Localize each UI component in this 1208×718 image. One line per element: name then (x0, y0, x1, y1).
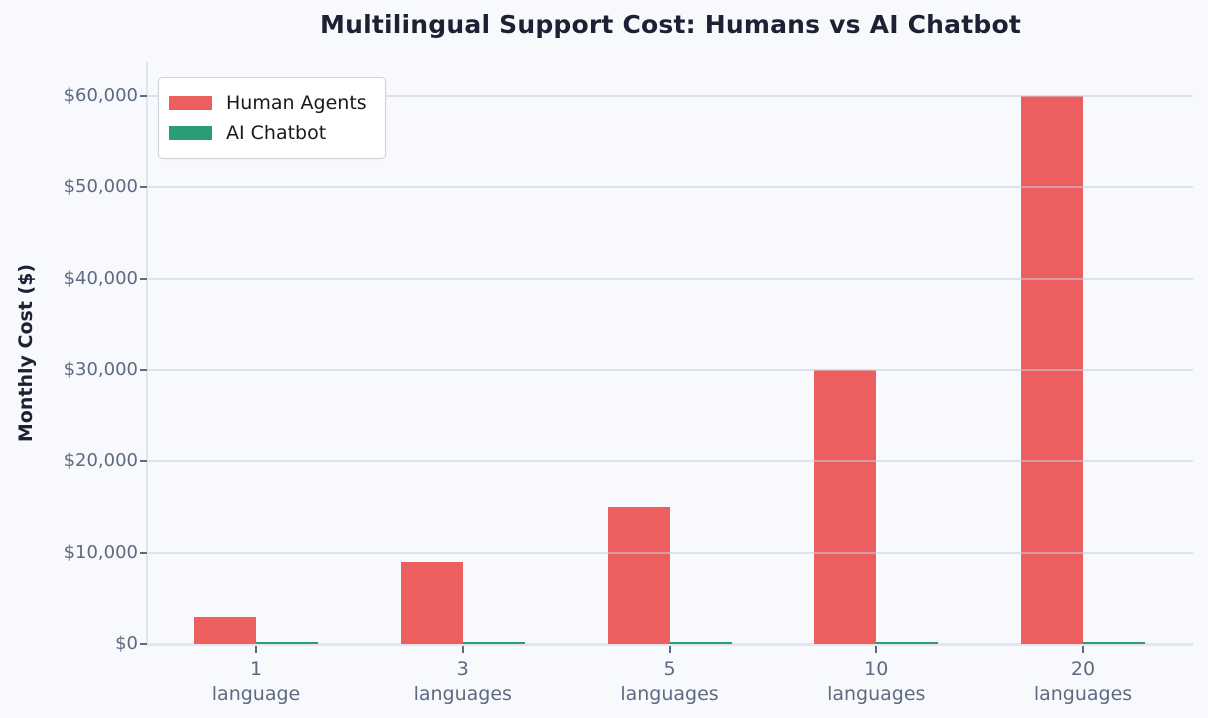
legend-label-human-agents: Human Agents (226, 92, 367, 114)
x-tick-label-line: 5 (663, 658, 676, 680)
x-tick-label-line: languages (827, 683, 926, 705)
gridline (148, 551, 1193, 554)
x-tick-label-line: 10 (864, 658, 889, 680)
y-tick-label: $40,000 (63, 267, 138, 289)
bar-human-agents (814, 370, 876, 644)
gridline (148, 368, 1193, 371)
x-tick-label: 20 languages (983, 657, 1183, 707)
y-tick-label: $60,000 (63, 84, 138, 106)
bar-human-agents (194, 617, 256, 644)
x-tick-label-line: languages (1033, 683, 1133, 705)
y-tick-mark (140, 186, 147, 189)
bar-ai-chatbot (670, 642, 732, 644)
y-tick-mark (140, 94, 147, 97)
bar-human-agents (401, 562, 463, 644)
x-axis-line (148, 643, 1193, 646)
x-tick-label-line: languages (620, 683, 719, 705)
legend-swatch-ai-chatbot (169, 126, 212, 140)
gridline (148, 460, 1193, 463)
x-tick-label-line: 1 (249, 658, 263, 680)
x-tick-label-line: 3 (456, 658, 469, 680)
bar-ai-chatbot (463, 642, 525, 644)
legend-item-human-agents: Human Agents (169, 88, 367, 118)
y-tick-mark (140, 551, 147, 554)
y-axis-line (146, 62, 148, 646)
x-tick-label-line: 20 (1070, 658, 1096, 680)
x-tick-label: 10 languages (776, 657, 976, 707)
bar-ai-chatbot (876, 642, 938, 644)
x-tick-label: 5 languages (570, 657, 770, 707)
y-tick-label: $20,000 (63, 450, 138, 472)
legend-item-ai-chatbot: AI Chatbot (169, 118, 367, 148)
y-tick-label: $30,000 (63, 358, 138, 380)
bar-human-agents (608, 507, 670, 644)
y-tick-label: $0 (115, 633, 138, 654)
x-tick-mark (668, 646, 671, 653)
legend-label-ai-chatbot: AI Chatbot (226, 122, 327, 144)
x-tick-mark (875, 646, 878, 653)
y-tick-mark (140, 643, 147, 645)
y-tick-label: $50,000 (63, 176, 138, 198)
chart-title: Multilingual Support Cost: Humans vs AI … (320, 10, 1021, 39)
legend: Human Agents AI Chatbot (158, 77, 386, 159)
plot-area (148, 62, 1193, 644)
x-tick-label-line: languages (413, 683, 512, 705)
x-tick-mark (461, 646, 464, 653)
x-tick-label-line: language (211, 683, 301, 705)
bar-ai-chatbot (1083, 642, 1145, 644)
legend-swatch-human-agents (169, 96, 212, 110)
x-tick-label: 3 languages (363, 657, 563, 707)
gridline (148, 94, 1193, 97)
bar-ai-chatbot (256, 642, 318, 644)
y-tick-mark (140, 460, 147, 463)
gridline (148, 186, 1193, 189)
y-tick-mark (140, 277, 147, 280)
y-tick-label: $10,000 (63, 541, 138, 563)
x-tick-mark (255, 646, 257, 653)
x-tick-mark (1082, 646, 1084, 653)
y-tick-mark (140, 368, 147, 371)
gridline (148, 277, 1193, 280)
x-tick-label: 1 language (156, 657, 356, 707)
